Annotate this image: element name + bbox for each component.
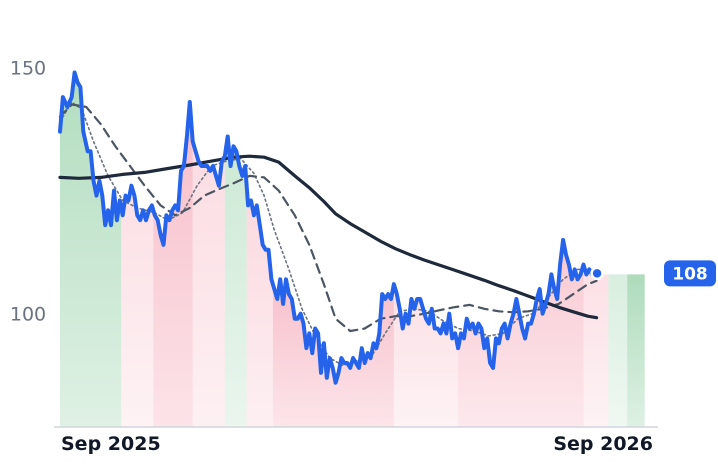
trend-band-down xyxy=(121,187,154,427)
trend-band-down xyxy=(458,244,584,427)
y-tick-label: 150 xyxy=(10,58,46,80)
series-layer xyxy=(58,70,599,385)
y-tick-label: 100 xyxy=(10,304,46,326)
trend-band-up xyxy=(224,137,247,427)
last-value-marker: 108 xyxy=(590,260,716,287)
trend-band-down xyxy=(583,264,609,427)
trend-band-layer xyxy=(60,74,645,428)
trend-band-down xyxy=(272,284,394,427)
medium-ma-line xyxy=(58,103,598,333)
y-axis: 150 100 xyxy=(10,58,46,326)
trend-band-up xyxy=(627,274,645,427)
trend-band-down xyxy=(153,106,193,428)
long-ma-line xyxy=(58,154,599,320)
x-tick-label: Sep 2025 xyxy=(61,433,161,455)
price-line xyxy=(58,70,598,385)
x-axis: Sep 2025 Sep 2026 xyxy=(61,433,653,455)
trend-band-up xyxy=(60,74,122,428)
last-value-label: 108 xyxy=(672,264,708,284)
last-value-badge xyxy=(664,260,716,287)
x-tick-label: Sep 2026 xyxy=(553,433,653,455)
trend-band-down xyxy=(192,141,225,427)
last-value-dot xyxy=(590,266,604,281)
trend-band-down xyxy=(246,185,273,427)
trend-band-down xyxy=(393,284,459,427)
trend-band-up xyxy=(608,274,628,427)
short-ma-line xyxy=(59,101,598,367)
